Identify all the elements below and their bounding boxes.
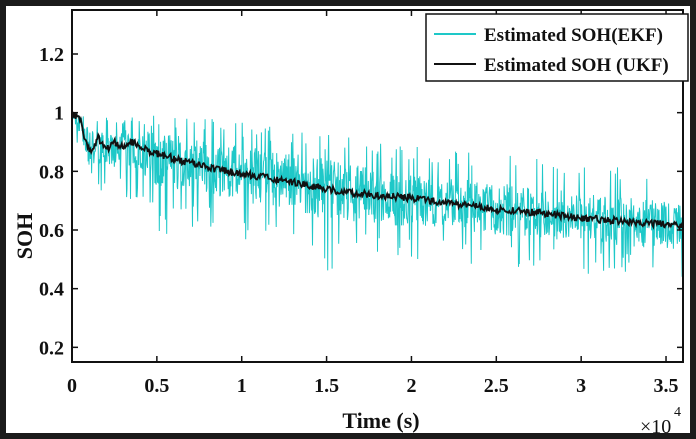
x-tick-label: 0 xyxy=(67,375,77,397)
legend-box xyxy=(425,13,689,82)
figure-frame: 0 0.5 1 1.5 2 2.5 3 3.5 0.2 0.4 0.6 0.8 1 1.2 Time (… xyxy=(6,6,690,433)
x-tick-label: 1 xyxy=(237,375,247,397)
ekf-series-line xyxy=(71,111,684,277)
y-tick-label: 1.2 xyxy=(39,44,64,66)
ukf-series-layer xyxy=(72,111,684,232)
x-axis-multiplier: ×10 4 xyxy=(640,405,681,433)
y-tick-label: 0.8 xyxy=(39,161,64,183)
x-tick-label: 2.5 xyxy=(484,375,509,397)
legend: Estimated SOH(EKF) Estimated SOH (UKF) xyxy=(425,13,689,82)
legend-label-ekf: Estimated SOH(EKF) xyxy=(484,25,663,46)
y-axis-ticks: 0.2 0.4 0.6 0.8 1 1.2 xyxy=(39,44,683,359)
x-tick-label: 1.5 xyxy=(314,375,339,397)
svg-text:4: 4 xyxy=(674,405,681,420)
x-tick-label: 3 xyxy=(576,375,586,397)
legend-label-ukf: Estimated SOH (UKF) xyxy=(484,55,669,76)
x-tick-label: 3.5 xyxy=(654,375,679,397)
soh-line-chart: 0 0.5 1 1.5 2 2.5 3 3.5 0.2 0.4 0.6 0.8 1 1.2 Time (… xyxy=(12,9,689,433)
svg-text:×10: ×10 xyxy=(640,416,671,433)
x-tick-label: 0.5 xyxy=(144,375,169,397)
x-tick-label: 2 xyxy=(406,375,416,397)
y-axis-title: SOH xyxy=(12,213,37,259)
y-tick-label: 1 xyxy=(54,103,64,125)
y-tick-label: 0.6 xyxy=(39,220,64,242)
x-axis-title: Time (s) xyxy=(342,408,419,433)
y-tick-label: 0.4 xyxy=(39,279,64,301)
plot-area-border xyxy=(71,9,684,363)
y-tick-label: 0.2 xyxy=(39,337,64,359)
ekf-series-layer xyxy=(71,111,684,277)
ukf-series-line xyxy=(72,111,684,232)
x-axis-ticks: 0 0.5 1 1.5 2 2.5 3 3.5 xyxy=(67,10,679,397)
